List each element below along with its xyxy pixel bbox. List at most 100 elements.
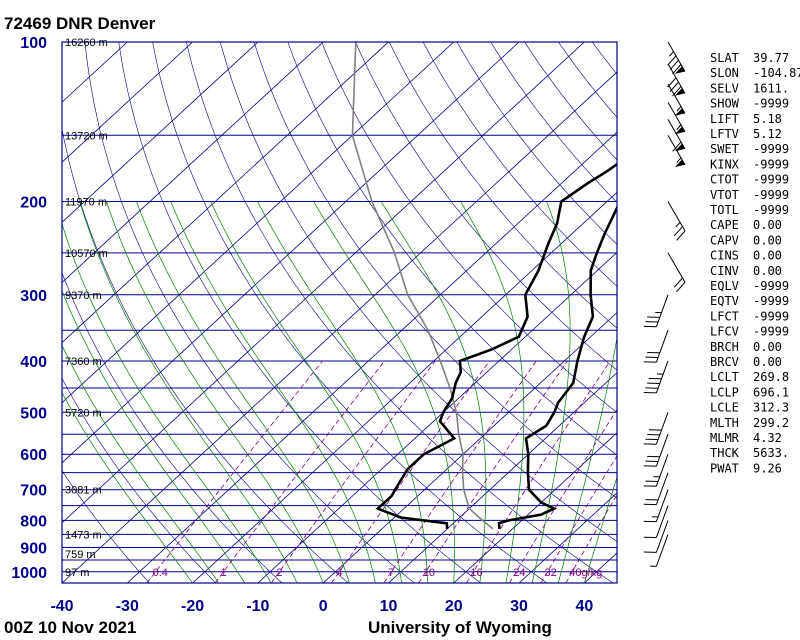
- mixing-ratio-label: 40g/kg: [569, 567, 602, 579]
- wind-barb-flag: [676, 281, 686, 293]
- wind-barb-flag: [676, 230, 686, 241]
- wind-barb: [643, 360, 669, 394]
- mixing-ratio-line: [214, 360, 385, 583]
- wind-barb: [667, 41, 686, 75]
- isobars: [62, 42, 617, 583]
- index-name: PWAT: [710, 461, 739, 475]
- index-value: -104.87: [753, 66, 800, 80]
- wind-barb-staff: [655, 412, 669, 445]
- temperature-tick-label: -20: [181, 598, 204, 615]
- moist-adiabat-line: [210, 201, 402, 583]
- mixing-ratio-line: [418, 360, 568, 583]
- wind-barb-staff: [667, 63, 686, 94]
- pressure-tick-label: 1000: [11, 565, 47, 582]
- index-value: 5633.: [753, 446, 789, 460]
- temperature-tick-label: 40: [575, 598, 593, 615]
- wind-barb: [643, 505, 669, 539]
- height-label: 97 m: [65, 567, 89, 579]
- dry-adiabat-line: [389, 42, 617, 329]
- index-name: SHOW: [710, 97, 740, 111]
- moist-adiabat-line: [62, 222, 272, 583]
- mixing-ratio-labels: 0.4 1 2 4 7 10 16 24 32 40g/kg: [153, 567, 603, 579]
- wind-barb-staff: [655, 489, 669, 522]
- wind-barb-staff: [655, 454, 669, 487]
- index-value: 5.18: [753, 112, 782, 126]
- dry-adiabat-line: [62, 470, 150, 583]
- moist-adiabat-line: [136, 201, 350, 583]
- index-value: -9999: [753, 173, 789, 187]
- wind-barb: [643, 330, 669, 363]
- height-label: 16260 m: [65, 37, 108, 49]
- plot-frame: [61, 41, 618, 584]
- isotherm-line: [62, 42, 193, 163]
- index-value: 0.00: [753, 218, 782, 232]
- wind-barb-half-flag: [676, 157, 682, 163]
- index-value: 0.00: [753, 233, 782, 247]
- index-value: 5.12: [753, 127, 782, 141]
- pressure-tick-label: 200: [20, 194, 47, 211]
- index-value: 0.00: [753, 355, 782, 369]
- temperature-tick-label: -40: [50, 598, 73, 615]
- mixing-ratio-label: 32: [545, 567, 557, 579]
- wind-barb-flag: [673, 226, 683, 237]
- height-labels: 16260 m 13720 m 11970 m 10570 m 9370 m 7360 m…: [65, 37, 108, 579]
- index-name: TOTL: [710, 203, 739, 217]
- mixing-ratio-line: [565, 493, 617, 583]
- temperature-tick-label: 0: [319, 598, 328, 615]
- dry-adiabat-line: [186, 42, 614, 583]
- wind-barb-pennant: [674, 159, 685, 168]
- mixing-ratio-line: [270, 360, 436, 583]
- dry-adiabat-line: [321, 42, 617, 413]
- index-name: LCLP: [710, 385, 739, 399]
- height-label: 9370 m: [65, 290, 102, 302]
- wind-barb: [667, 135, 686, 168]
- mixing-ratio-line: [331, 360, 490, 583]
- wind-barb-pennant: [674, 143, 685, 152]
- isotherms: [62, 42, 617, 583]
- wind-barb-flag: [672, 141, 682, 152]
- moist-adiabat-line: [257, 201, 428, 583]
- temperature-tick-label: 10: [380, 598, 398, 615]
- moist-adiabats: [62, 201, 617, 583]
- wind-barb-flag: [669, 59, 679, 70]
- index-value: 9.26: [753, 461, 782, 475]
- wind-barb-half-flag: [676, 124, 682, 130]
- index-name: LCLE: [710, 401, 739, 415]
- dry-adiabat-line: [152, 42, 547, 583]
- height-label: 7360 m: [65, 356, 102, 368]
- dry-adiabat-line: [253, 42, 617, 499]
- wind-barb: [643, 472, 669, 506]
- index-name: THCK: [710, 446, 740, 460]
- moist-adiabat-line: [62, 391, 193, 583]
- pressure-tick-label: 500: [20, 405, 47, 422]
- temperature-tick-label: 20: [445, 598, 463, 615]
- index-name: EQTV: [710, 294, 739, 308]
- wind-barb: [643, 434, 669, 467]
- isotherm-line: [62, 42, 455, 404]
- wind-barb-staff: [655, 330, 669, 363]
- index-name: CINS: [710, 249, 739, 263]
- moist-adiabat-line: [62, 289, 246, 583]
- station-indices: SLAT 39.77 SLON -104.87 SELV 1611. SHOW -9999 LI…: [710, 51, 800, 475]
- height-label: 10570 m: [65, 248, 108, 260]
- moist-adiabat-line: [170, 201, 376, 583]
- moist-adiabat-line: [531, 201, 571, 583]
- index-name: CTOT: [710, 173, 739, 187]
- pressure-axis-labels: 100 200 300 400 500 600 700 800 900 1000: [11, 35, 47, 582]
- diagram-grid: [62, 42, 617, 583]
- moist-adiabat-line: [62, 344, 219, 583]
- index-value: 1611.: [753, 81, 789, 95]
- isotherm-line: [62, 42, 585, 524]
- dry-adiabat-line: [287, 42, 617, 456]
- wind-barbs: [643, 41, 686, 567]
- dry-adiabat-line: [62, 272, 283, 583]
- wind-barb-staff: [667, 83, 686, 114]
- wind-barb-pennant: [674, 108, 685, 116]
- index-name: KINX: [710, 157, 740, 171]
- wind-barb-staff: [667, 41, 686, 72]
- chart-title: 72469 DNR Denver: [4, 14, 156, 33]
- height-label: 1473 m: [65, 529, 102, 541]
- wind-barb-staff: [667, 201, 686, 232]
- index-name: MLTH: [710, 416, 739, 430]
